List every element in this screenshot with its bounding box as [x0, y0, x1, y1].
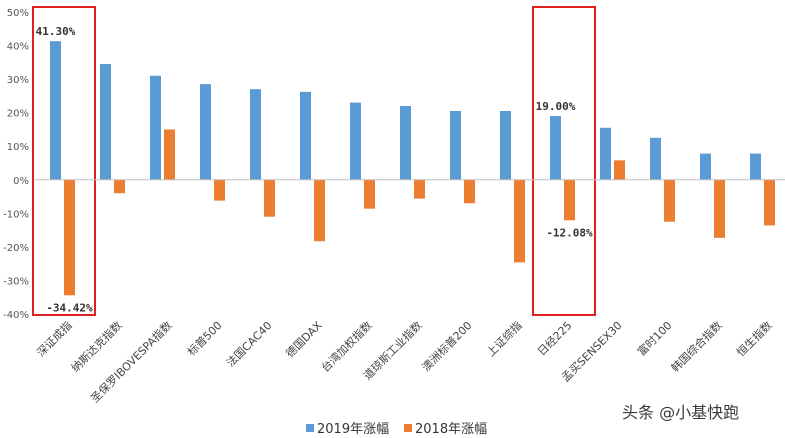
category-label: 上证综指: [484, 318, 525, 359]
bar-2018: [414, 179, 425, 199]
legend: 2019年涨幅 2018年涨幅: [306, 422, 487, 437]
y-axis: 50% 40% 30% 20% 10% 0% -10% -20% -30% -40%: [3, 8, 29, 321]
bar-2018: [664, 179, 675, 222]
category-label: 韩国综合指数: [668, 318, 725, 375]
category-label: 纳斯达克指数: [68, 318, 125, 375]
bar-2018: [164, 129, 175, 180]
bar-2019: [600, 127, 611, 180]
bar-2018: [264, 179, 275, 217]
y-tick-label: -20%: [3, 243, 29, 254]
legend-swatch-2018: [404, 424, 412, 432]
category-label: 台湾加权指数: [318, 318, 375, 375]
bar-2018: [464, 179, 475, 204]
legend-label-2018: 2018年涨幅: [415, 422, 487, 437]
bar-2019: [400, 105, 411, 180]
data-label: -12.08%: [546, 226, 593, 239]
y-tick-label: 20%: [7, 109, 29, 120]
y-tick-label: 40%: [7, 42, 29, 53]
category-label: 德国DAX: [283, 318, 325, 360]
category-label: 标普500: [184, 318, 224, 358]
bar-2019: [150, 75, 161, 180]
y-tick-label: -10%: [3, 209, 29, 220]
y-tick-label: -30%: [3, 276, 29, 287]
y-tick-label: 50%: [7, 8, 29, 19]
bar-2018: [614, 160, 625, 180]
highlight-box: [532, 6, 596, 316]
y-tick-label: 10%: [7, 142, 29, 153]
bar-2019: [250, 89, 261, 180]
data-label: -34.42%: [46, 301, 93, 314]
bar-2018: [64, 179, 75, 296]
highlight-box: [32, 6, 96, 316]
bar-2018: [114, 179, 125, 194]
category-label: 富时100: [634, 318, 674, 358]
category-label: 澳洲标普200: [419, 318, 475, 374]
bar-2018: [764, 179, 775, 226]
legend-swatch-2019: [306, 424, 314, 432]
bar-2019: [50, 41, 61, 180]
bar-2018: [714, 179, 725, 238]
bar-2019: [450, 110, 461, 180]
data-labels: 41.30% -34.42% 19.00% -12.08%: [36, 25, 593, 314]
bar-2019: [350, 102, 361, 180]
data-label: 19.00%: [536, 100, 576, 113]
bar-2018: [364, 179, 375, 209]
bar-2018: [314, 179, 325, 242]
category-label: 法国CAC40: [223, 318, 274, 369]
y-tick-label: -40%: [3, 310, 29, 321]
category-label: 日经225: [535, 319, 575, 359]
bar-2019: [750, 153, 761, 180]
bar-2019: [300, 91, 311, 180]
bar-2018: [514, 179, 525, 263]
bar-2019: [500, 110, 511, 180]
y-tick-label: 30%: [7, 75, 29, 86]
bar-2019: [200, 84, 211, 180]
legend-label-2019: 2019年涨幅: [317, 422, 389, 437]
bars: [50, 41, 775, 296]
watermark: 头条 @小基快跑: [622, 403, 739, 422]
category-label: 深证成指: [34, 318, 75, 359]
bar-2019: [650, 137, 661, 180]
bar-2019: [550, 116, 561, 180]
category-label: 恒生指数: [734, 318, 775, 359]
y-tick-label: 0%: [13, 176, 29, 187]
bar-2018: [214, 179, 225, 201]
bar-2019: [100, 64, 111, 180]
bar-2018: [564, 179, 575, 221]
bar-2019: [700, 153, 711, 180]
category-label: 圣保罗IBOVESPA指数: [88, 318, 175, 405]
highlight-boxes: [32, 6, 596, 316]
data-label: 41.30%: [36, 25, 76, 38]
